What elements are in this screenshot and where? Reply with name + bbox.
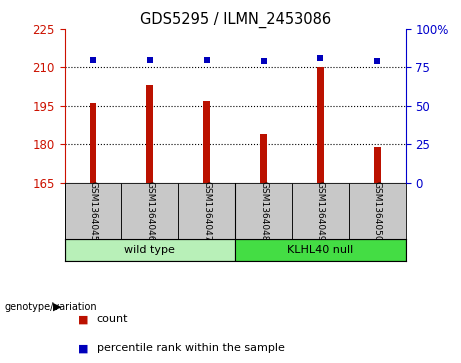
Point [373, 58, 381, 64]
Text: percentile rank within the sample: percentile rank within the sample [97, 343, 285, 354]
Bar [349, 183, 406, 239]
Bar [260, 134, 267, 183]
Bar [147, 85, 153, 183]
Bar [235, 183, 292, 239]
Point [89, 57, 97, 63]
Bar [317, 68, 324, 183]
Text: genotype/variation: genotype/variation [5, 302, 97, 312]
Text: count: count [97, 314, 128, 325]
Title: GDS5295 / ILMN_2453086: GDS5295 / ILMN_2453086 [140, 12, 331, 28]
Text: ■: ■ [78, 314, 89, 325]
Bar [65, 239, 235, 261]
Text: wild type: wild type [124, 245, 175, 255]
Bar [235, 239, 406, 261]
Bar [121, 183, 178, 239]
Bar [65, 183, 121, 239]
Bar [374, 147, 381, 183]
Point [203, 57, 210, 63]
Point [317, 55, 324, 61]
Text: GSM1364048: GSM1364048 [259, 181, 268, 241]
Text: GSM1364046: GSM1364046 [145, 181, 154, 241]
Text: GSM1364050: GSM1364050 [373, 180, 382, 241]
Point [260, 58, 267, 64]
Text: KLHL40 null: KLHL40 null [287, 245, 354, 255]
Bar [203, 101, 210, 183]
Bar [292, 183, 349, 239]
Text: GSM1364045: GSM1364045 [89, 181, 97, 241]
Text: ■: ■ [78, 343, 89, 354]
Text: ▶: ▶ [53, 302, 61, 312]
Bar [89, 103, 96, 183]
Text: GSM1364049: GSM1364049 [316, 181, 325, 241]
Bar [178, 183, 235, 239]
Text: GSM1364047: GSM1364047 [202, 181, 211, 241]
Point [146, 57, 154, 63]
